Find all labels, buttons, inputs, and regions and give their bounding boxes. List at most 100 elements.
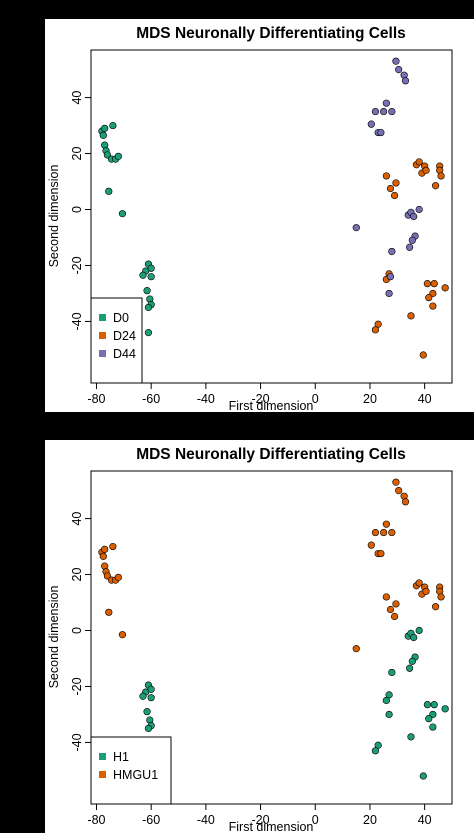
data-point xyxy=(101,124,109,132)
data-point xyxy=(114,573,122,581)
legend-swatch xyxy=(99,753,106,760)
data-point xyxy=(105,608,113,616)
x-tick-label: -80 xyxy=(87,813,105,827)
data-point xyxy=(385,289,393,298)
data-point xyxy=(415,205,423,214)
data-point xyxy=(410,633,418,642)
data-point xyxy=(118,210,127,218)
data-point xyxy=(352,645,360,653)
data-point xyxy=(118,631,127,639)
x-tick-label: 0 xyxy=(312,392,319,406)
data-point xyxy=(139,692,147,700)
x-tick-label: 40 xyxy=(418,392,432,406)
data-point xyxy=(425,294,433,302)
x-axis-ticks: -80 -60 -40 -20 0 20 40 xyxy=(87,803,432,827)
data-point xyxy=(441,284,449,292)
data-point xyxy=(437,593,445,601)
data-point xyxy=(382,696,390,705)
data-point xyxy=(390,612,399,621)
data-point xyxy=(429,302,437,310)
y-tick-label: -40 xyxy=(70,733,84,751)
data-point xyxy=(407,733,415,741)
legend-swatch xyxy=(99,314,106,321)
x-tick-label: -20 xyxy=(252,392,270,406)
data-point xyxy=(147,694,155,702)
x-axis-label: First dimension xyxy=(229,820,314,833)
data-point xyxy=(99,131,107,139)
data-point xyxy=(392,478,400,486)
legend-swatch xyxy=(99,771,106,778)
y-tick-label: -40 xyxy=(70,312,84,330)
chart-title: MDS Neuronally Differentiating Cells xyxy=(136,446,406,463)
data-point xyxy=(143,287,151,295)
x-axis-label: First dimension xyxy=(229,399,314,412)
mds-chart-panel-2: MDS Neuronally Differentiating Cells -80… xyxy=(45,440,474,833)
data-point xyxy=(415,626,423,635)
x-tick-label: -20 xyxy=(252,813,270,827)
data-point xyxy=(430,701,438,709)
data-points xyxy=(98,57,449,359)
data-point xyxy=(143,708,151,716)
legend-entry: H1 xyxy=(113,750,129,764)
data-point xyxy=(392,57,400,65)
data-point xyxy=(367,541,375,549)
x-tick-label: 40 xyxy=(418,813,432,827)
data-point xyxy=(422,166,430,174)
y-tick-label: -20 xyxy=(70,677,84,695)
data-point xyxy=(109,542,117,551)
data-point xyxy=(371,747,380,755)
x-axis-ticks: -80 -60 -40 -20 0 20 40 xyxy=(87,382,432,406)
data-point xyxy=(406,243,414,251)
data-point xyxy=(415,579,423,587)
data-point xyxy=(425,715,433,723)
data-point xyxy=(382,593,390,601)
data-point xyxy=(392,179,400,187)
legend-swatch xyxy=(99,350,106,357)
data-point xyxy=(431,603,440,611)
x-tick-label: 0 xyxy=(312,813,319,827)
data-point xyxy=(395,486,403,495)
data-point xyxy=(114,152,122,160)
x-tick-label: -60 xyxy=(142,392,160,406)
data-point xyxy=(441,705,449,713)
data-point xyxy=(386,273,395,281)
x-tick-label: -60 xyxy=(142,813,160,827)
data-point xyxy=(109,121,117,130)
data-point xyxy=(147,273,155,281)
data-point xyxy=(371,107,380,116)
data-point xyxy=(377,128,385,137)
data-point xyxy=(382,172,390,180)
data-point xyxy=(395,65,403,74)
data-point xyxy=(408,657,416,665)
data-point xyxy=(371,326,380,334)
data-point xyxy=(380,528,388,537)
data-point xyxy=(380,107,388,116)
data-point xyxy=(423,280,431,288)
x-tick-label: 20 xyxy=(363,813,377,827)
data-point xyxy=(423,701,431,709)
y-tick-label: 40 xyxy=(70,91,84,105)
data-point xyxy=(367,120,375,128)
data-point xyxy=(429,723,437,731)
mds-chart-panel-1: MDS Neuronally Differentiating Cells -80… xyxy=(45,19,474,412)
data-point xyxy=(415,158,423,166)
data-point xyxy=(410,212,418,221)
y-axis-label: Second dimension xyxy=(47,165,61,268)
data-point xyxy=(371,528,380,537)
y-tick-label: 20 xyxy=(70,147,84,161)
data-point xyxy=(139,271,147,279)
data-point xyxy=(385,710,393,719)
data-point xyxy=(144,329,153,337)
data-point xyxy=(144,303,153,312)
data-point xyxy=(437,172,445,180)
y-tick-label: 40 xyxy=(70,512,84,526)
legend-entry: D0 xyxy=(113,311,129,325)
y-tick-label: 0 xyxy=(70,206,84,213)
data-point xyxy=(386,184,395,193)
legend-entry: HMGU1 xyxy=(113,768,158,782)
data-point xyxy=(390,191,399,200)
data-point xyxy=(401,498,410,506)
data-point xyxy=(430,280,438,288)
data-point xyxy=(147,264,155,272)
data-points xyxy=(98,478,449,780)
